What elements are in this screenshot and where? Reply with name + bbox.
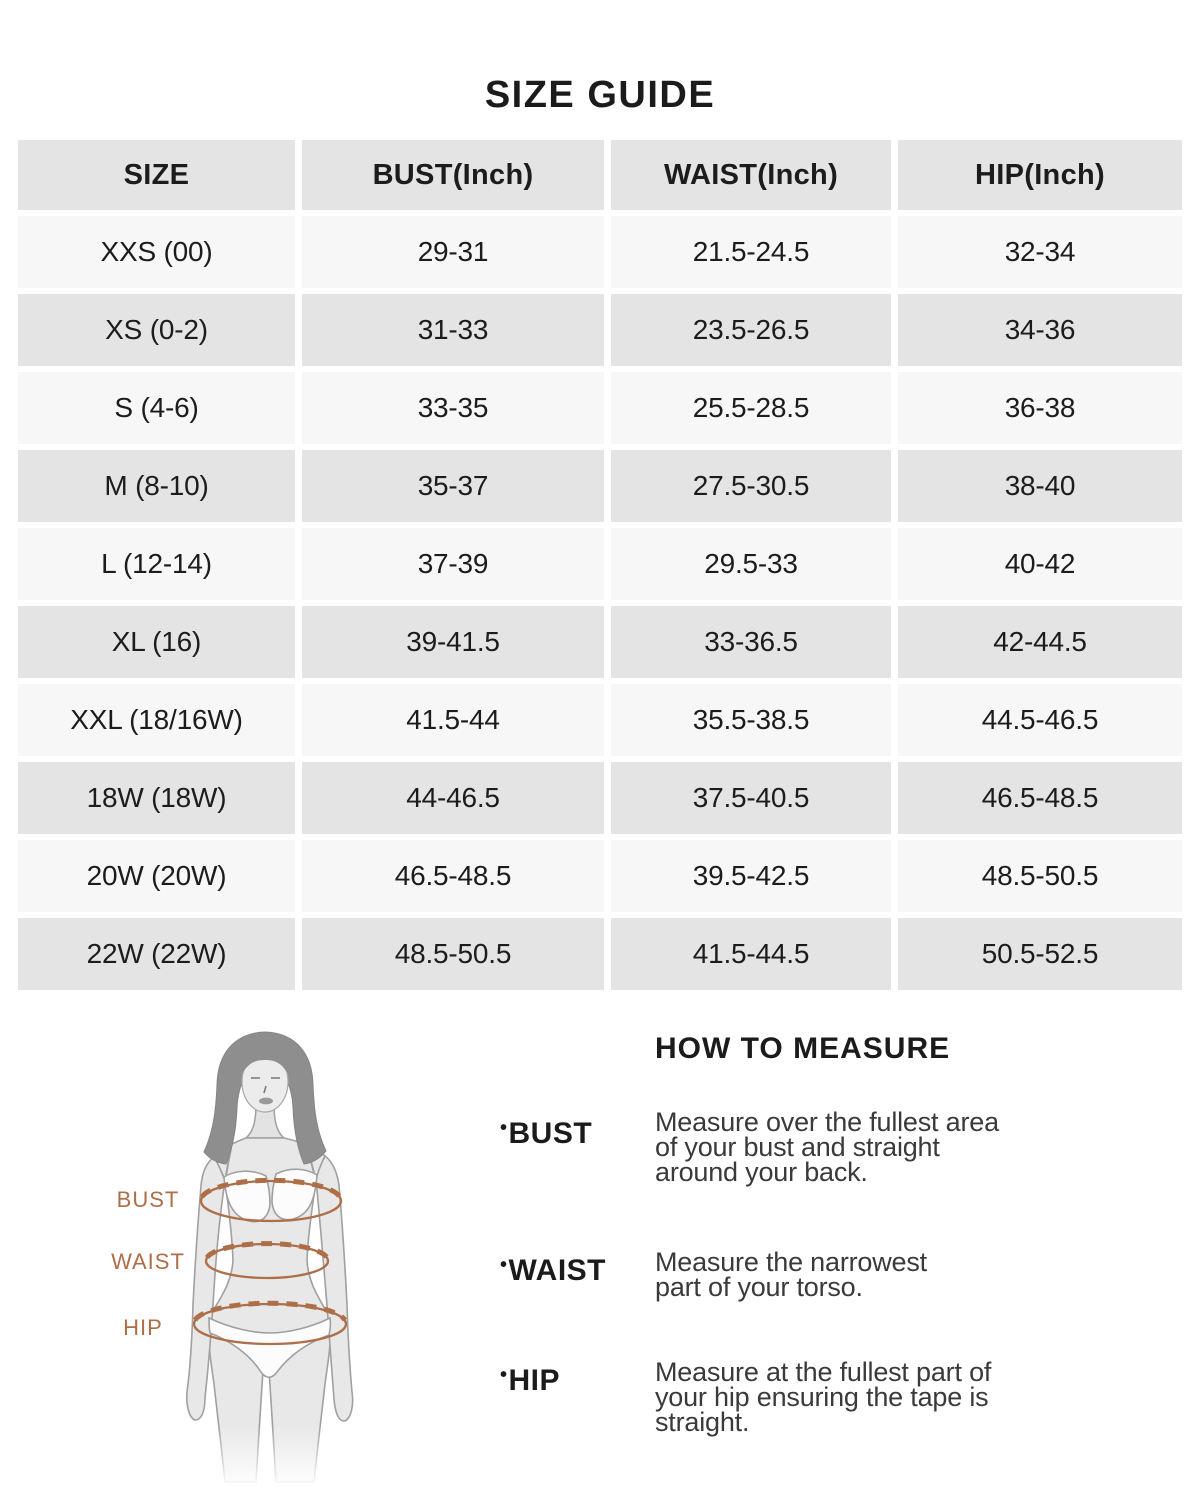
measure-item-label-text: WAIST [508, 1254, 607, 1287]
value-cell: 33-35 [302, 372, 604, 444]
figure-left-arm [186, 1156, 226, 1421]
measure-item-label-text: HIP [508, 1364, 561, 1397]
value-cell: 50.5-52.5 [898, 918, 1182, 990]
measure-item-label: •BUST [500, 1117, 592, 1151]
value-cell: 44-46.5 [302, 762, 604, 834]
value-cell: 37-39 [302, 528, 604, 600]
size-cell: XL (16) [18, 606, 295, 678]
value-cell: 42-44.5 [898, 606, 1182, 678]
header-cell: BUST(Inch) [302, 140, 604, 210]
size-cell: L (12-14) [18, 528, 295, 600]
value-cell: 48.5-50.5 [898, 840, 1182, 912]
value-cell: 41.5-44.5 [611, 918, 891, 990]
value-cell: 33-36.5 [611, 606, 891, 678]
size-cell: 20W (20W) [18, 840, 295, 912]
header-cell: WAIST(Inch) [611, 140, 891, 210]
measure-description-line: straight. [655, 1407, 750, 1437]
value-cell: 37.5-40.5 [611, 762, 891, 834]
value-cell: 27.5-30.5 [611, 450, 891, 522]
value-cell: 39-41.5 [302, 606, 604, 678]
value-cell: 38-40 [898, 450, 1182, 522]
measure-item-label-text: BUST [508, 1117, 593, 1150]
figure-face-features [251, 1077, 280, 1094]
size-cell: 22W (22W) [18, 918, 295, 990]
bullet-icon: • [500, 1117, 508, 1139]
value-cell: 25.5-28.5 [611, 372, 891, 444]
value-cell: 46.5-48.5 [302, 840, 604, 912]
figure-fade [155, 1425, 385, 1500]
measure-item-label: •WAIST [500, 1254, 606, 1288]
value-cell: 39.5-42.5 [611, 840, 891, 912]
measure-description-line: of your bust and straight [655, 1132, 940, 1162]
measure-description-line: around your back. [655, 1157, 868, 1187]
measure-item-label: •HIP [500, 1364, 560, 1398]
measure-description-line: part of your torso. [655, 1272, 863, 1302]
figure-panties [208, 1316, 332, 1379]
value-cell: 41.5-44 [302, 684, 604, 756]
bust-measure-line [199, 1177, 343, 1223]
bullet-icon: • [500, 1364, 508, 1386]
value-cell: 34-36 [898, 294, 1182, 366]
value-cell: 44.5-46.5 [898, 684, 1182, 756]
size-cell: S (4-6) [18, 372, 295, 444]
measure-description-line: Measure the narrowest [655, 1247, 927, 1277]
measure-item-description: Measure at the fullest part of your hip e… [655, 1357, 1165, 1437]
value-cell: 29.5-33 [611, 528, 891, 600]
measure-item-description: Measure over the fullest area of your bus… [655, 1107, 1165, 1187]
value-cell: 32-34 [898, 216, 1182, 288]
measure-description-line: your hip ensuring the tape is [655, 1382, 989, 1412]
page-title: SIZE GUIDE [484, 74, 716, 116]
hip-measure-line [192, 1300, 348, 1346]
value-cell: 23.5-26.5 [611, 294, 891, 366]
size-cell: 18W (18W) [18, 762, 295, 834]
size-cell: XXL (18/16W) [18, 684, 295, 756]
waist-measure-line [204, 1241, 330, 1280]
size-cell: XS (0-2) [18, 294, 295, 366]
how-to-measure-heading: HOW TO MEASURE [655, 1032, 951, 1065]
figure-hip-label: HIP [123, 1315, 163, 1340]
value-cell: 21.5-24.5 [611, 216, 891, 288]
value-cell: 31-33 [302, 294, 604, 366]
value-cell: 36-38 [898, 372, 1182, 444]
value-cell: 40-42 [898, 528, 1182, 600]
bullet-icon: • [500, 1254, 508, 1276]
size-cell: M (8-10) [18, 450, 295, 522]
value-cell: 35-37 [302, 450, 604, 522]
measurement-figure: BUST WAIST HIP [111, 1031, 385, 1500]
figure-hair-fringe [242, 1051, 288, 1074]
header-cell: SIZE [18, 140, 295, 210]
value-cell: 35.5-38.5 [611, 684, 891, 756]
measure-description-line: Measure over the fullest area [655, 1107, 999, 1137]
measure-description-line: Measure at the fullest part of [655, 1357, 992, 1387]
measure-item-description: Measure the narrowest part of your torso. [655, 1247, 1165, 1302]
value-cell: 29-31 [302, 216, 604, 288]
figure-bust-label: BUST [117, 1187, 180, 1212]
figure-waist-label: WAIST [111, 1249, 185, 1274]
figure-lips [259, 1097, 273, 1105]
header-cell: HIP(Inch) [898, 140, 1182, 210]
figure-right-arm [315, 1155, 354, 1422]
value-cell: 46.5-48.5 [898, 762, 1182, 834]
value-cell: 48.5-50.5 [302, 918, 604, 990]
size-cell: XXS (00) [18, 216, 295, 288]
size-table: SIZE BUST(Inch) WAIST(Inch) HIP(Inch) XXS (0… [18, 140, 1182, 990]
